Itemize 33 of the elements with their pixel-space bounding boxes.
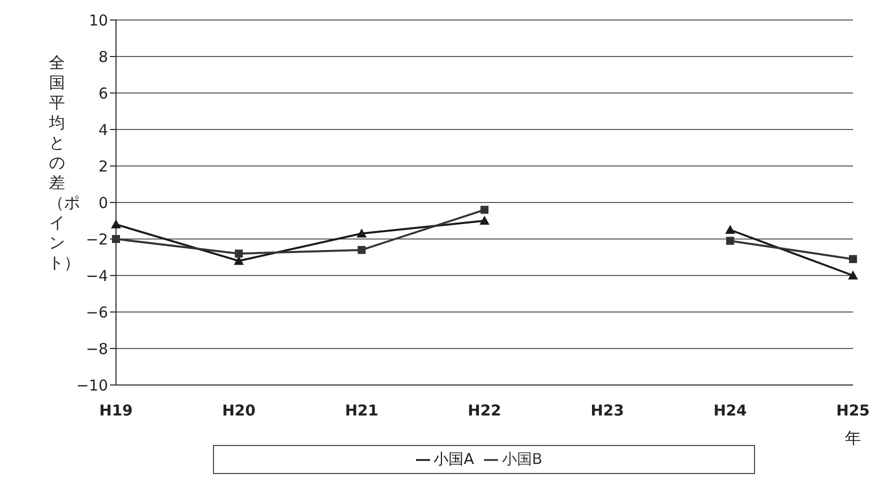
y-tick-label: −2 bbox=[86, 230, 108, 248]
y-tick-label: 6 bbox=[98, 84, 108, 102]
y-tick-label: 4 bbox=[98, 120, 108, 139]
y-tick-label: −6 bbox=[86, 303, 108, 322]
x-tick-label: H25 bbox=[836, 402, 870, 420]
point bbox=[848, 270, 858, 280]
point bbox=[111, 219, 121, 228]
y-tick-label: 0 bbox=[98, 194, 108, 212]
y-tick-label: −4 bbox=[86, 266, 108, 285]
x-tick-label: H19 bbox=[99, 402, 133, 420]
y-tick-label: 10 bbox=[88, 11, 108, 30]
x-tick-label: H24 bbox=[713, 402, 747, 420]
point bbox=[726, 236, 734, 245]
point bbox=[234, 250, 243, 258]
point bbox=[480, 206, 488, 214]
legend-label: 小国A bbox=[434, 450, 474, 468]
y-tick-label: −10 bbox=[76, 376, 108, 394]
y-tick-label: −8 bbox=[86, 340, 108, 358]
point bbox=[480, 216, 490, 225]
point bbox=[725, 224, 736, 234]
legend-label: 小国B bbox=[502, 450, 542, 468]
x-tick-label: H21 bbox=[344, 402, 378, 420]
x-tick-label: H20 bbox=[222, 402, 256, 420]
point bbox=[849, 255, 857, 264]
y-tick-label: 8 bbox=[98, 48, 108, 66]
x-tick-label: H23 bbox=[590, 402, 624, 420]
x-tick-label: H22 bbox=[468, 402, 502, 420]
point bbox=[356, 228, 367, 238]
text: 全国平均との差（ポイント） bbox=[48, 53, 80, 272]
y-tick-label: 2 bbox=[98, 157, 108, 176]
point bbox=[112, 235, 120, 243]
x-axis-title: 年 bbox=[845, 428, 861, 448]
point bbox=[358, 246, 366, 254]
